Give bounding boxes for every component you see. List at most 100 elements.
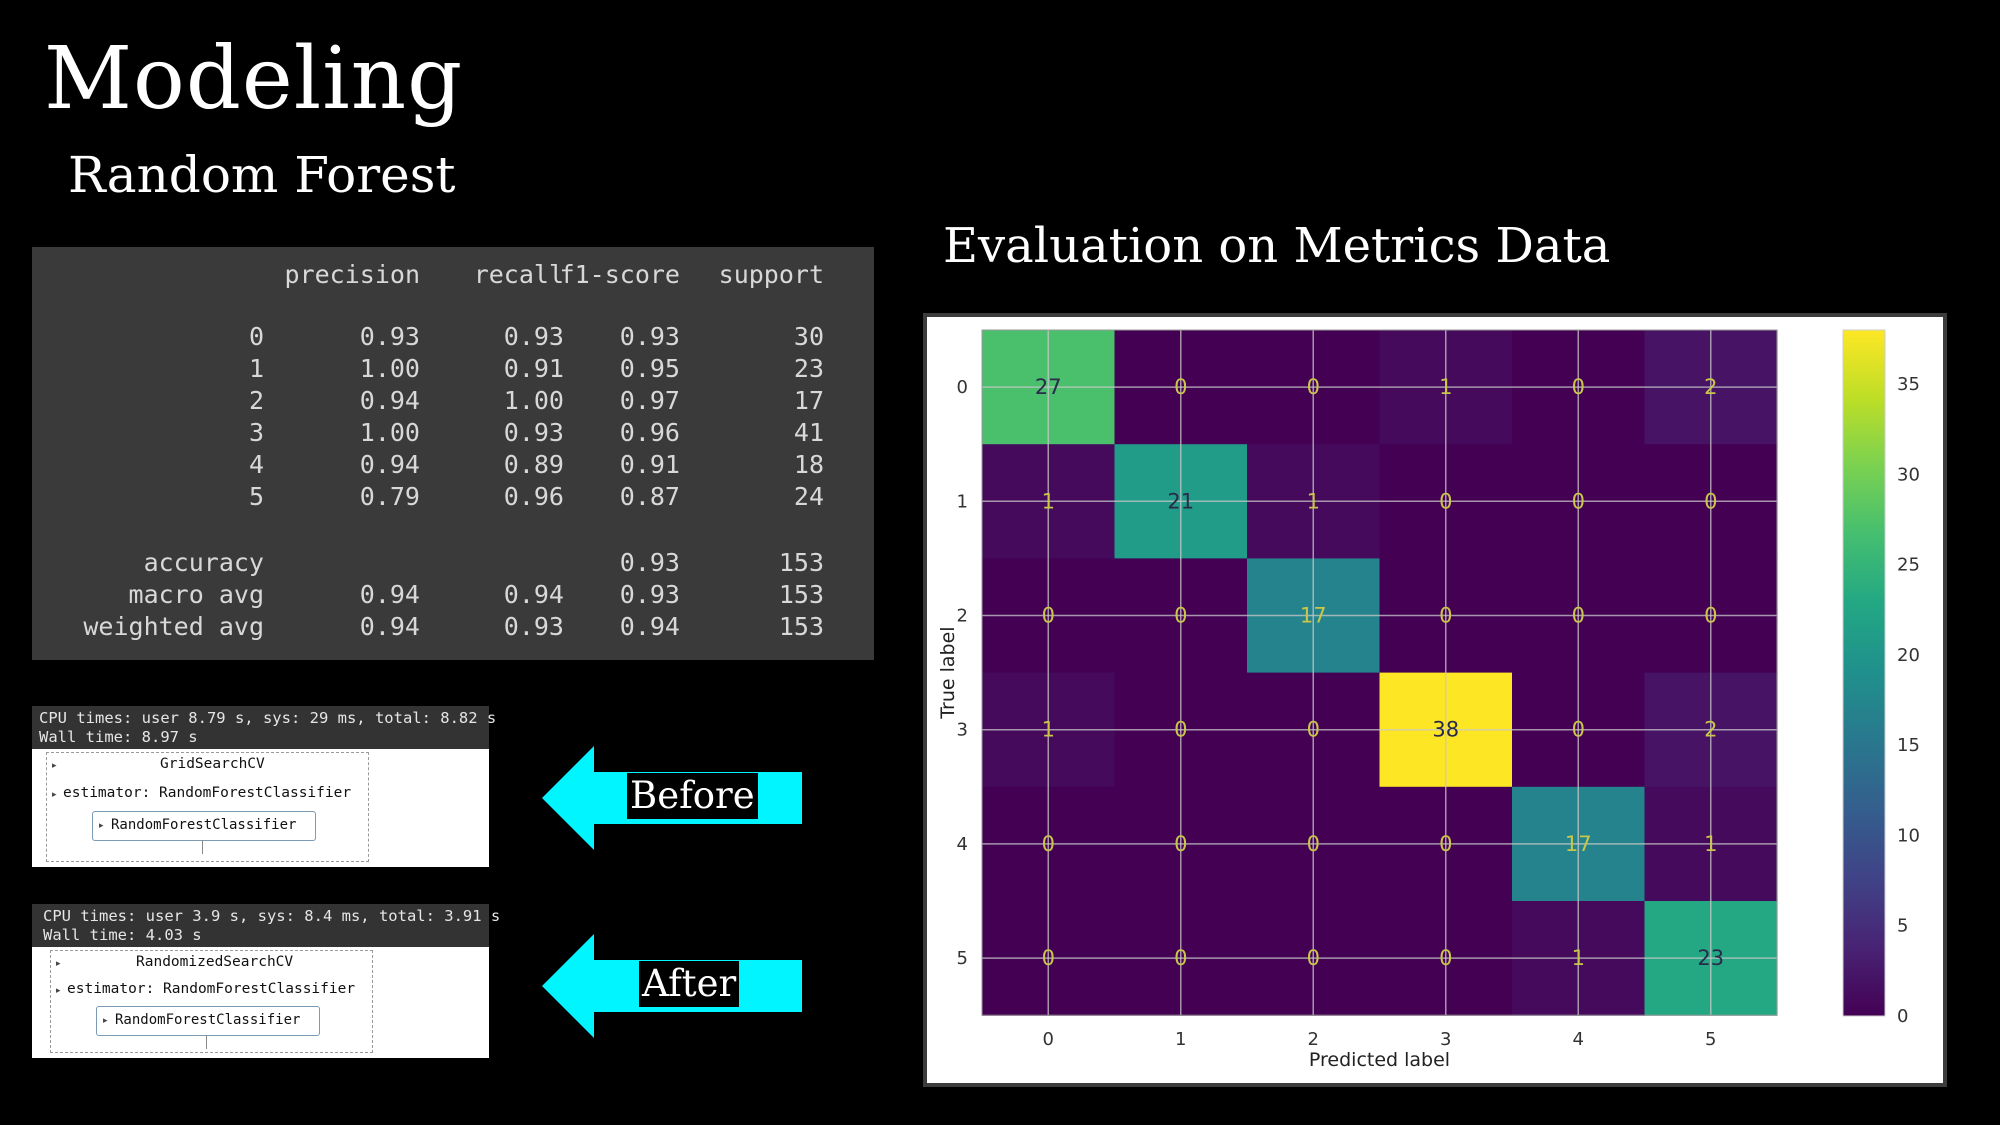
report-row: 0 0.93 0.93 0.93 30 [32, 322, 874, 354]
colorbar-tick-label: 5 [1897, 916, 1908, 937]
cell-value: 1 [1307, 489, 1320, 513]
report-row: 5 0.79 0.96 0.87 24 [32, 482, 874, 514]
support-value: 30 [793, 322, 824, 351]
row-label: 5 [248, 482, 264, 511]
x-tick-label: 2 [1308, 1029, 1319, 1050]
f1-value: 0.94 [619, 612, 680, 641]
classification-report: precision recall f1-score support 0 0.93 0… [32, 247, 874, 660]
colorbar-tick-label: 20 [1897, 645, 1920, 666]
y-axis-label: True label [937, 626, 959, 719]
cell-value: 0 [1174, 832, 1187, 856]
confusion-matrix-chart: 27 0 0 1 0 21 21 1 0 0 00 0 17 0 0 01 0 0 38 0 20 0 0 0 17 10 0 0 0 1… [937, 329, 1920, 1071]
x-tick-label: 0 [1043, 1029, 1054, 1050]
expand-triangle-icon[interactable]: ▸ [99, 820, 104, 830]
expand-triangle-icon[interactable]: ▸ [56, 985, 61, 995]
outer-dashed-box [46, 752, 369, 862]
cell-value: 17 [1565, 832, 1592, 856]
report-row: 2 0.94 1.00 0.97 17 [32, 386, 874, 418]
expand-triangle-icon[interactable]: ▸ [52, 760, 57, 770]
after-search-label[interactable]: RandomizedSearchCV [136, 954, 294, 970]
cell-value: 2 [1704, 375, 1717, 399]
colorbar [1842, 329, 1886, 1017]
header-precision: precision [284, 260, 420, 289]
cell-value: 0 [1439, 604, 1452, 628]
before-model-box[interactable]: ▸ RandomForestClassifier [92, 811, 316, 841]
after-arrow-label: After [639, 961, 740, 1007]
before-search-label[interactable]: GridSearchCV [160, 756, 265, 772]
row-label: 3 [248, 418, 264, 447]
row-label: 4 [248, 450, 264, 479]
recall-value: 0.93 [503, 418, 564, 447]
expand-triangle-icon[interactable]: ▸ [52, 789, 57, 799]
matrix-frame [981, 329, 1778, 1016]
recall-value: 0.94 [503, 580, 564, 609]
before-timing-output: CPU times: user 8.79 s, sys: 29 ms, tota… [32, 706, 497, 749]
precision-value: 1.00 [359, 418, 420, 447]
colorbar-tick-label: 25 [1897, 555, 1920, 576]
after-model-label[interactable]: RandomForestClassifier [115, 1012, 301, 1028]
colorbar-tick-label: 35 [1897, 374, 1920, 395]
support-value: 153 [778, 580, 824, 609]
after-timing-panel: CPU times: user 3.9 s, sys: 8.4 ms, tota… [32, 904, 500, 1058]
precision-value: 0.94 [359, 612, 420, 641]
x-tick-label: 4 [1573, 1029, 1584, 1050]
cell-value: 0 [1042, 946, 1055, 970]
y-tick-label: 4 [957, 834, 968, 855]
recall-value: 1.00 [503, 386, 564, 415]
recall-value: 0.93 [503, 322, 564, 351]
cell-value: 1 [1042, 489, 1055, 513]
support-value: 17 [793, 386, 824, 415]
f1-value: 0.93 [619, 322, 680, 351]
header-recall: recall [473, 260, 564, 289]
expand-triangle-icon[interactable]: ▸ [103, 1015, 108, 1025]
cell-value: 0 [1042, 604, 1055, 628]
colorbar-tick-label: 10 [1897, 825, 1920, 846]
cell-value: 0 [1439, 489, 1452, 513]
f1-value: 0.96 [619, 418, 680, 447]
confusion-matrix-panel: 27 0 0 1 0 2 1 21 1 0 0 0 0 0 17 0 0 0 1 0 0 38 0 2 0 0 0 0 17 1 0 0 0 0 1… [923, 313, 1947, 1087]
f1-value: 0.91 [619, 450, 680, 479]
report-summary-row: macro avg 0.94 0.94 0.93 153 [32, 580, 874, 612]
report-summary-row: accuracy 0.93 153 [32, 548, 874, 580]
cell-value: 0 [1307, 718, 1320, 742]
report-row: 1 1.00 0.91 0.95 23 [32, 354, 874, 386]
support-value: 18 [793, 450, 824, 479]
before-model-label[interactable]: RandomForestClassifier [111, 817, 297, 833]
row-label: 0 [248, 322, 264, 351]
cell-value: 0 [1307, 946, 1320, 970]
before-arrow-label: Before [627, 773, 758, 819]
precision-value: 0.94 [359, 580, 420, 609]
report-summary-row: weighted avg 0.94 0.93 0.94 153 [32, 612, 874, 644]
before-timing-panel: CPU times: user 8.79 s, sys: 29 ms, tota… [32, 706, 497, 867]
after-timing-output: CPU times: user 3.9 s, sys: 8.4 ms, tota… [32, 904, 500, 947]
cell-value: 0 [1704, 604, 1717, 628]
header-support: support [718, 260, 824, 289]
x-tick-label: 3 [1440, 1029, 1451, 1050]
cell-value: 0 [1307, 375, 1320, 399]
expand-triangle-icon[interactable]: ▸ [56, 958, 61, 968]
before-wall-time: Wall time: 8.97 s [39, 728, 198, 746]
precision-value: 0.79 [359, 482, 420, 511]
recall-value: 0.96 [503, 482, 564, 511]
before-estimator-diagram: ▸ GridSearchCV ▸ estimator: RandomForest… [32, 749, 489, 867]
cell-value: 0 [1174, 718, 1187, 742]
f1-value: 0.93 [619, 580, 680, 609]
cell-value: 0 [1307, 832, 1320, 856]
support-value: 153 [778, 548, 824, 577]
recall-value: 0.91 [503, 354, 564, 383]
cell-value: 0 [1572, 489, 1585, 513]
colorbar-tick-label: 0 [1897, 1006, 1908, 1027]
before-cpu-times: CPU times: user 8.79 s, sys: 29 ms, tota… [39, 709, 497, 727]
after-model-box[interactable]: ▸ RandomForestClassifier [96, 1006, 320, 1036]
x-tick-label: 1 [1175, 1029, 1186, 1050]
precision-value: 1.00 [359, 354, 420, 383]
report-row: 3 1.00 0.93 0.96 41 [32, 418, 874, 450]
colorbar-tick-label: 15 [1897, 735, 1920, 756]
precision-value: 0.94 [359, 450, 420, 479]
row-label: 2 [248, 386, 264, 415]
cell-value: 0 [1174, 604, 1187, 628]
after-estimator-label[interactable]: estimator: RandomForestClassifier [67, 981, 356, 997]
cell-value: 23 [1697, 946, 1724, 970]
before-estimator-label[interactable]: estimator: RandomForestClassifier [63, 785, 352, 801]
cell-value: 0 [1042, 832, 1055, 856]
